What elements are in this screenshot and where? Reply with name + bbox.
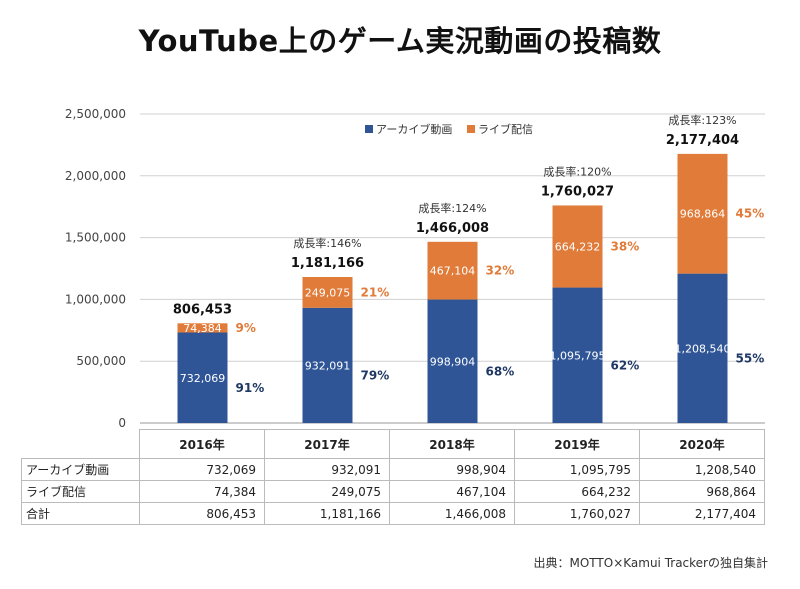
share-label-live: 45% [736, 207, 765, 221]
bar-value-label-archive: 1,208,540 [675, 342, 731, 355]
table-row-label: アーカイブ動画 [21, 458, 140, 481]
table-cell: 1,181,166 [264, 502, 390, 525]
total-label: 806,453 [173, 302, 232, 317]
table-cell: 998,904 [389, 458, 515, 481]
table-cell: 1,466,008 [389, 502, 515, 525]
table-cell: 968,864 [639, 480, 765, 503]
total-label: 2,177,404 [666, 133, 739, 148]
share-label-live: 38% [611, 240, 640, 254]
table-cell: 732,069 [139, 458, 265, 481]
share-label-archive: 68% [486, 364, 515, 378]
bar-archive [677, 273, 728, 423]
share-label-archive: 91% [236, 381, 265, 395]
stacked-bar-chart: 0 500,000 1,000,000 1,500,000 2,000,000 2,500… [65, 107, 765, 430]
table-cell: 806,453 [139, 502, 265, 525]
total-label: 1,181,166 [291, 256, 364, 271]
bar-archive [302, 307, 353, 423]
data-table: 2016年 2017年 2018年 2019年 2020年 アーカイブ動画 73… [21, 429, 765, 525]
growth-rate-label: 成長率:120% [543, 164, 611, 178]
growth-rate-label: 成長率:123% [668, 113, 736, 127]
share-label-live: 9% [236, 321, 256, 335]
bar-live [177, 323, 228, 333]
table-corner-cell [22, 430, 140, 459]
table-cell: 249,075 [264, 480, 390, 503]
share-label-archive: 79% [361, 368, 390, 382]
bar-value-label-live: 664,232 [555, 241, 601, 254]
chart-title: YouTube上のゲーム実況動画の投稿数 [138, 24, 662, 58]
bar-live [302, 277, 353, 308]
table-row-label: ライブ配信 [21, 480, 140, 503]
share-label-archive: 55% [736, 351, 765, 365]
table-header-cell: 2018年 [389, 429, 515, 459]
share-label-live: 32% [486, 264, 515, 278]
table-cell: 1,208,540 [639, 458, 765, 481]
total-label: 1,760,027 [541, 184, 614, 199]
share-label-archive: 62% [611, 358, 640, 372]
total-label: 1,466,008 [416, 221, 489, 236]
table-cell: 664,232 [514, 480, 640, 503]
bar-value-label-live: 467,104 [430, 265, 476, 278]
bar-value-label-live: 74,384 [183, 322, 222, 335]
bar-value-label-live: 249,075 [305, 286, 351, 299]
bar-value-label-archive: 998,904 [430, 355, 476, 368]
table-row-label: 合計 [21, 502, 140, 525]
table-row-live: ライブ配信 74,384 249,075 467,104 664,232 968… [21, 480, 765, 503]
bar-value-label-live: 968,864 [680, 208, 726, 221]
growth-rate-label: 成長率:146% [293, 236, 361, 250]
legend-label-archive: アーカイブ動画 [376, 122, 452, 136]
legend-swatch-archive [365, 125, 373, 133]
bar-archive [552, 287, 603, 423]
table-header-cell: 2016年 [139, 429, 265, 459]
growth-rate-label: 成長率:124% [418, 201, 486, 215]
source-note: 出典：MOTTO×Kamui Trackerの独自集計 [533, 556, 769, 570]
y-tick-label: 1,000,000 [65, 292, 126, 306]
table-header-row: 2016年 2017年 2018年 2019年 2020年 [22, 429, 765, 459]
y-tick-label: 2,000,000 [65, 169, 126, 183]
legend-swatch-live [467, 125, 475, 133]
table-row-archive: アーカイブ動画 732,069 932,091 998,904 1,095,79… [21, 458, 765, 481]
bar-live [427, 241, 478, 300]
bar-value-label-archive: 932,091 [305, 359, 351, 372]
table-cell: 74,384 [139, 480, 265, 503]
share-label-live: 21% [361, 285, 390, 299]
bar-value-label-archive: 1,095,795 [550, 349, 606, 362]
table-header-cell: 2017年 [264, 429, 390, 459]
y-tick-label: 0 [118, 416, 126, 430]
legend-label-live: ライブ配信 [478, 122, 533, 136]
table-header-cell: 2019年 [514, 429, 640, 459]
bar-archive [427, 299, 478, 423]
table-cell: 467,104 [389, 480, 515, 503]
table-cell: 1,760,027 [514, 502, 640, 525]
y-tick-label: 1,500,000 [65, 231, 126, 245]
table-cell: 1,095,795 [514, 458, 640, 481]
bar-live [677, 153, 728, 274]
bar-value-label-archive: 732,069 [180, 372, 226, 385]
table-row-total: 合計 806,453 1,181,166 1,466,008 1,760,027… [21, 502, 765, 525]
bar-archive [177, 332, 228, 423]
y-tick-label: 2,500,000 [65, 107, 126, 121]
table-cell: 932,091 [264, 458, 390, 481]
table-cell: 2,177,404 [639, 502, 765, 525]
bar-live [552, 205, 603, 288]
y-tick-label: 500,000 [76, 354, 126, 368]
table-header-cell: 2020年 [639, 429, 765, 459]
